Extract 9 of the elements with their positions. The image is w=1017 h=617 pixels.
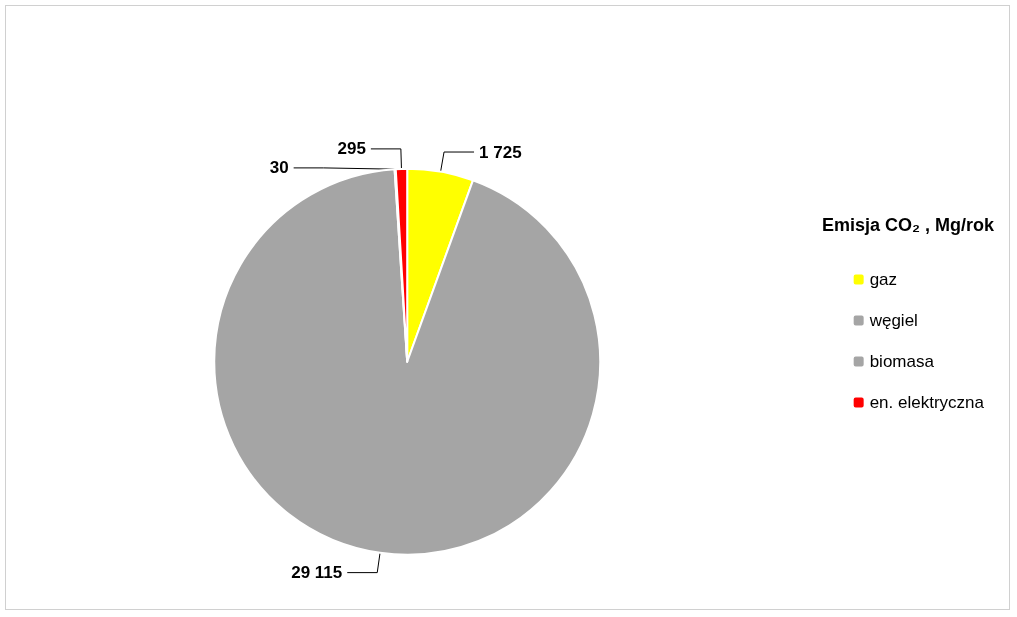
legend-label: biomasa	[869, 352, 935, 371]
legend-label: en. elektryczna	[869, 393, 985, 412]
data-label: 295	[337, 139, 366, 159]
legend-title: Emisja CO₂ , Mg/rok	[821, 215, 995, 235]
data-label: 30	[269, 158, 289, 178]
legend-label: węgiel	[868, 311, 918, 330]
data-label: 1 725	[479, 142, 522, 162]
legend-label: gaz	[869, 270, 898, 289]
data-label: 29 115	[291, 563, 343, 583]
